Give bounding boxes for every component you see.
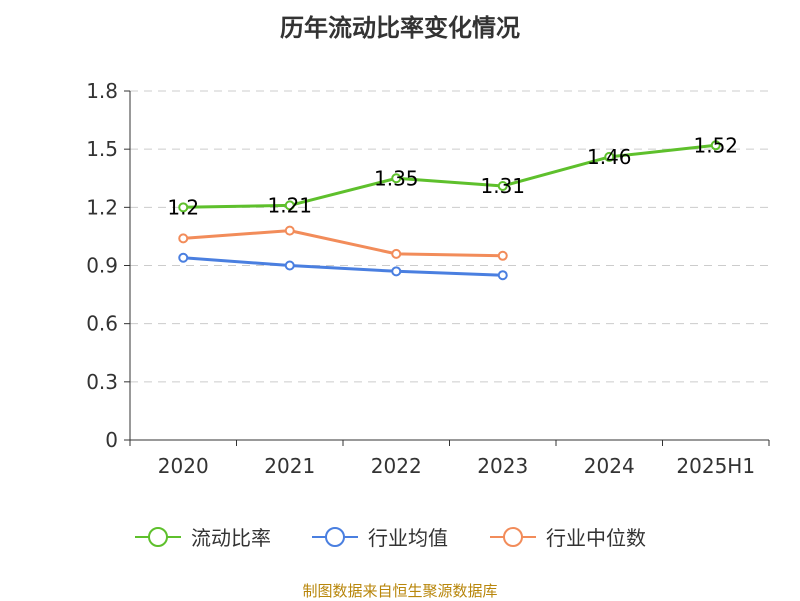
data-label-current_ratio: 1.52 [693,133,738,157]
data-labels: 1.2 1.21 1.35 1.31 1.46 1.52 [167,133,738,219]
legend-marker-industry_median [503,527,523,547]
series-line-industry_mean [183,256,503,277]
series-line-industry_median [183,229,503,258]
data-point-current_ratio [178,202,189,213]
series-line-current_ratio [183,143,716,209]
data-point-current_ratio [710,140,721,151]
data-point-industry_mean [391,266,402,277]
grid-lines [130,90,769,383]
y-tick-label: 1.2 [86,195,118,219]
data-label-current_ratio: 1.31 [480,174,525,198]
y-tick-label: 0.6 [86,312,118,336]
data-point-current_ratio [391,173,402,184]
legend: 流动比率 行业均值 行业中位数 [135,526,646,550]
data-point-industry_mean [497,270,508,281]
axes: 0 0.3 0.6 0.9 1.2 1.5 1.8 2020 2021 2022 2023 2024 2… [86,79,770,478]
data-label-current_ratio: 1.46 [587,145,632,169]
data-point-current_ratio [284,200,295,211]
data-label-current_ratio: 1.21 [267,193,312,217]
data-point-industry_mean [284,260,295,271]
data-point-industry_median [178,233,189,244]
data-point-industry_median [284,225,295,236]
legend-label-current_ratio: 流动比率 [191,526,271,550]
y-tick-label: 0.3 [86,370,118,394]
data-point-industry_median [391,248,402,259]
legend-label-industry_mean: 行业均值 [368,526,448,550]
legend-marker-current_ratio [148,527,168,547]
data-point-current_ratio [604,151,615,162]
legend-marker-industry_mean [325,527,345,547]
data-label-current_ratio: 1.2 [167,195,199,219]
x-tick-label: 2023 [477,454,528,478]
y-tick-label: 0 [105,428,118,452]
x-tick-label: 2025H1 [676,454,755,478]
source-note: 制图数据来自恒生聚源数据库 [302,582,498,600]
series-lines [178,140,721,281]
y-tick-label: 1.5 [86,137,118,161]
data-point-industry_median [497,250,508,261]
x-tick-label: 2024 [584,454,635,478]
data-point-industry_mean [178,252,189,263]
y-tick-label: 1.8 [86,79,118,103]
x-tick-label: 2022 [371,454,422,478]
chart-title: 历年流动比率变化情况 [280,14,520,42]
legend-label-industry_median: 行业中位数 [546,526,646,550]
x-tick-label: 2020 [158,454,209,478]
data-point-current_ratio [497,181,508,192]
y-tick-label: 0.9 [86,254,118,278]
x-tick-label: 2021 [264,454,315,478]
data-label-current_ratio: 1.35 [374,166,419,190]
